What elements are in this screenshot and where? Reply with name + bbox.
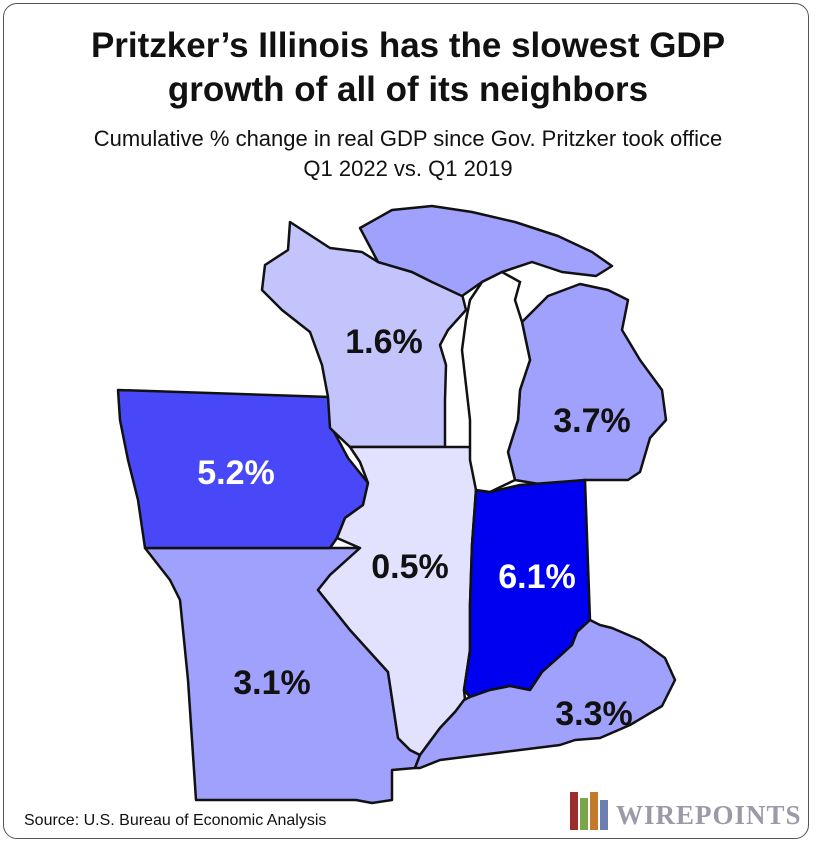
label-wisconsin: 1.6% [345,323,423,361]
lake-michigan [460,270,532,494]
subtitle-line-1: Cumulative % change in real GDP since Go… [93,126,723,151]
page-title: Pritzker’s Illinois has the slowest GDP … [0,24,816,112]
subtitle-line-2: Q1 2022 vs. Q1 2019 [303,156,513,181]
label-kentucky: 3.3% [555,695,633,733]
state-kentucky [413,618,677,770]
label-indiana: 6.1% [498,558,576,596]
logo-text: WIREPOINTS [616,800,802,830]
title-line-2: growth of all of its neighbors [167,70,649,109]
wirepoints-logo-icon [570,792,608,830]
title-line-1: Pritzker’s Illinois has the slowest GDP [90,26,726,65]
source-note: Source: U.S. Bureau of Economic Analysis [24,812,327,829]
state-michigan-lower [506,282,668,487]
subtitle: Cumulative % change in real GDP since Go… [0,124,816,184]
label-illinois: 0.5% [371,548,449,586]
state-michigan-upper [358,204,614,298]
label-missouri: 3.1% [233,664,311,702]
label-iowa: 5.2% [197,454,275,492]
label-michigan: 3.7% [553,402,631,440]
